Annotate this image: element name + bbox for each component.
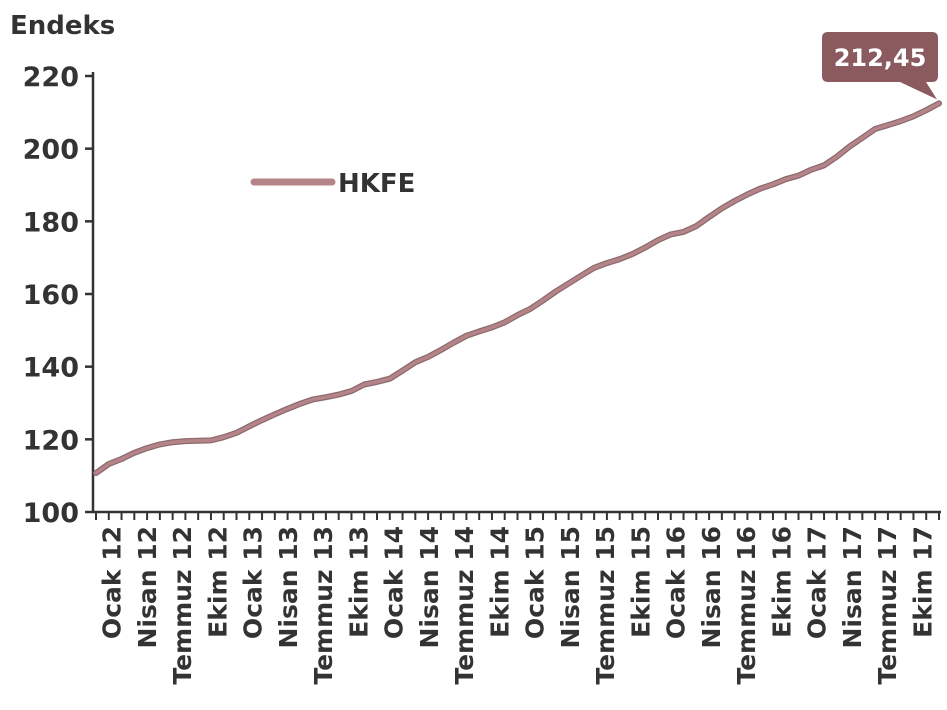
callout-box [822,32,938,100]
y-tick-label: 140 [23,353,79,384]
x-tick-label: Ocak 14 [380,526,409,639]
callout-label: 212,45 [834,44,927,72]
y-axis: 100 120 140 160 180 200 220 [23,62,95,529]
y-tick-label: 160 [23,280,79,311]
x-tick-label: Temmuz 17 [873,526,902,685]
x-tick-label: Ocak 15 [521,526,550,639]
x-tick-label: Nisan 14 [415,526,444,649]
x-tick-label: Ocak 17 [803,526,832,639]
x-tick-label: Nisan 16 [697,526,726,649]
x-tick-label: Temmuz 15 [591,526,620,685]
value-callout: 212,45 [822,32,938,100]
legend: HKFE [250,169,415,199]
y-tick-label: 120 [23,425,79,456]
series-line-shadow [93,100,942,477]
x-tick-label: Ocak 16 [662,526,691,639]
x-tick-label: Ocak 13 [239,526,268,639]
x-tick-label: Ekim 13 [344,526,373,638]
series-line-hkfe [94,101,941,475]
x-tick-label: Temmuz 14 [450,526,479,685]
x-tick-label: Nisan 12 [133,526,162,649]
y-tick-label: 100 [23,498,79,529]
x-tick-label: Ekim 15 [626,526,655,638]
series-group [93,100,942,477]
legend-label: HKFE [338,169,415,199]
x-tick-label: Nisan 15 [556,526,585,649]
y-tick-label: 180 [23,207,79,238]
x-tick-label: Ocak 12 [98,526,127,639]
y-axis-title: Endeks [10,11,115,41]
x-tick-label: Temmuz 16 [732,526,761,685]
y-tick-label: 220 [23,62,79,93]
x-tick-label: Ekim 14 [485,526,514,638]
x-tick-label: Nisan 17 [838,526,867,649]
x-tick-label: Nisan 13 [274,526,303,649]
x-tick-label: Temmuz 12 [168,526,197,685]
x-tick-label: Ekim 12 [203,526,232,638]
x-axis: Ocak 12 Nisan 12 Temmuz 12 Ekim 12 Ocak 13 Ni… [93,510,941,685]
x-tick-label: Ekim 16 [767,526,796,638]
y-tick-label: 200 [23,135,79,166]
x-tick-label: Temmuz 13 [309,526,338,685]
x-tick-label: Ekim 17 [908,526,937,638]
